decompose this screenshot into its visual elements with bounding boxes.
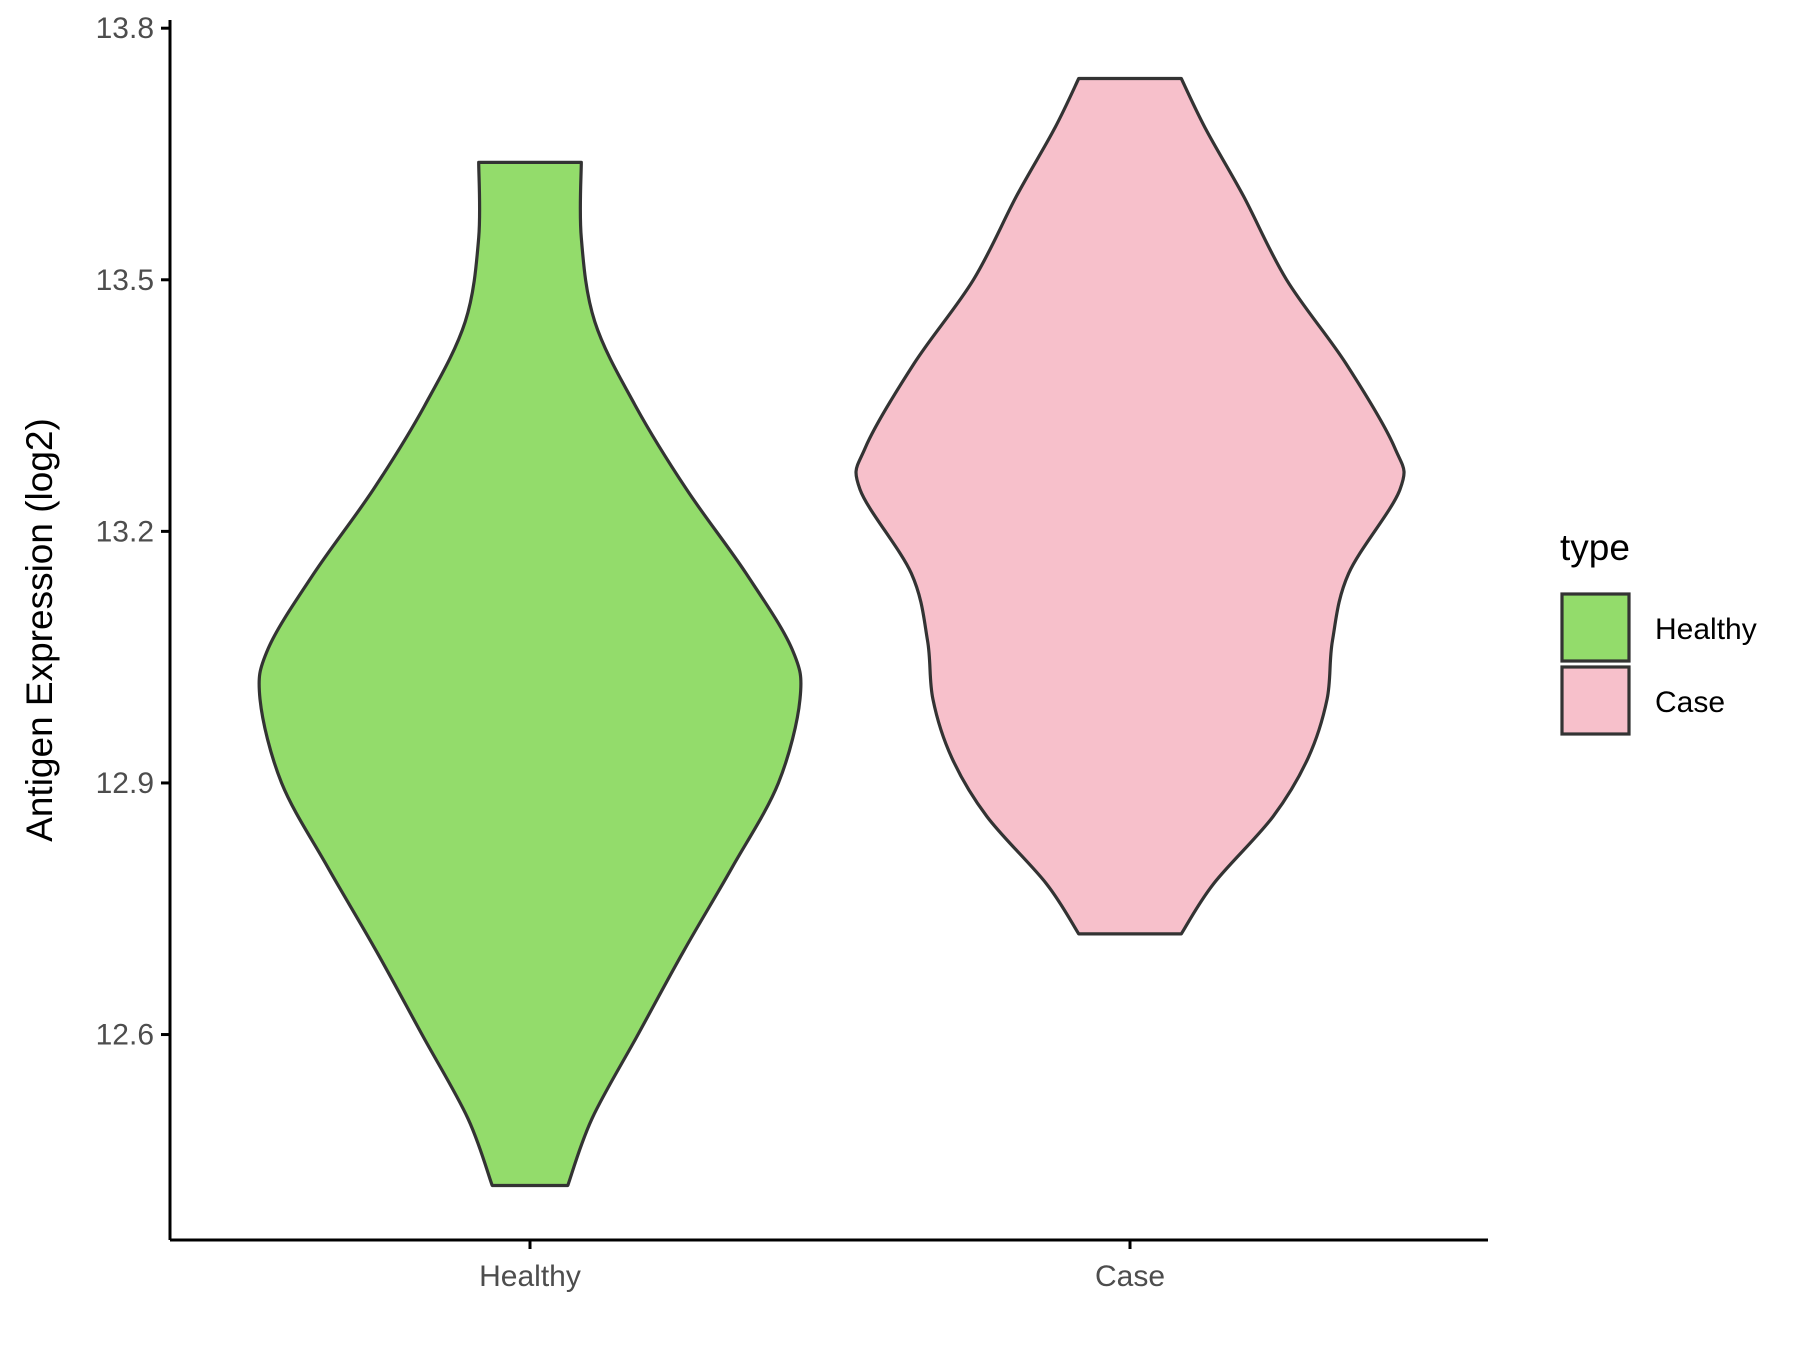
legend: type Healthy Case — [1560, 527, 1757, 736]
y-tick-label: 13.2 — [96, 515, 154, 548]
x-tick-label: Case — [1095, 1260, 1165, 1293]
x-tick-label: Healthy — [479, 1260, 581, 1293]
legend-title: type — [1560, 527, 1630, 568]
legend-key-case — [1560, 665, 1631, 736]
y-tick-label: 12.6 — [96, 1019, 154, 1052]
y-axis: 12.6 12.9 13.2 13.5 13.8 — [96, 12, 172, 1240]
y-tick-label: 13.5 — [96, 264, 154, 297]
violin-case — [854, 76, 1406, 936]
y-tick-label: 13.8 — [96, 12, 154, 45]
legend-label-healthy: Healthy — [1655, 613, 1757, 646]
y-tick-label: 12.9 — [96, 767, 154, 800]
legend-label-case: Case — [1655, 686, 1725, 719]
violins-layer — [257, 76, 1406, 1188]
x-axis: Healthy Case — [170, 1238, 1488, 1293]
violin-healthy — [257, 160, 803, 1188]
y-axis-title: Antigen Expression (log2) — [19, 418, 60, 842]
legend-key-healthy — [1560, 592, 1631, 663]
